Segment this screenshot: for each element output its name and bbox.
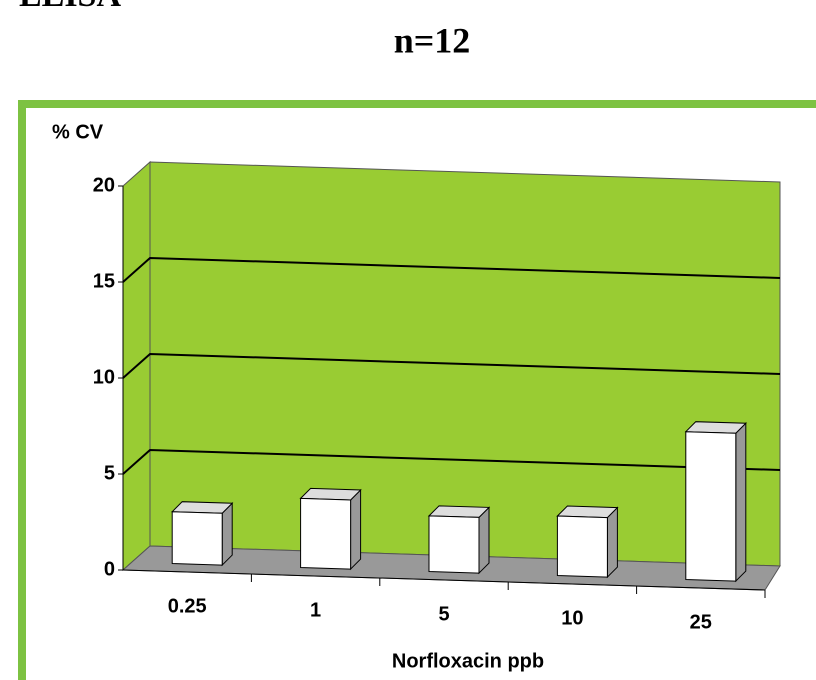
- x-tick-label: 10: [561, 607, 583, 629]
- bar-front: [300, 497, 352, 570]
- bar-side: [350, 488, 362, 571]
- chart-title: ELISA: [19, 0, 121, 14]
- bar-side: [735, 422, 747, 583]
- bar-side: [606, 506, 618, 579]
- bar-side: [221, 502, 233, 567]
- x-tick-label: 5: [438, 603, 449, 625]
- x-axis: [122, 569, 766, 591]
- x-tick-label: 0.25: [168, 595, 207, 617]
- bar: [299, 487, 362, 571]
- bar: [427, 505, 491, 575]
- bar-front: [428, 515, 480, 574]
- bar-front: [171, 511, 223, 566]
- chart-subtitle: n=12: [394, 20, 471, 60]
- y-tick-label: 15: [93, 270, 115, 292]
- y-tick-label: 5: [104, 462, 115, 484]
- grid-line: [122, 448, 781, 475]
- bar-front: [685, 431, 737, 582]
- y-axis-label: % CV: [52, 121, 104, 143]
- grid-line: [122, 256, 781, 283]
- y-tick-label: 10: [93, 366, 115, 388]
- y-tick-label: 20: [93, 174, 115, 196]
- bar: [684, 421, 747, 583]
- frame: [18, 100, 816, 680]
- bar: [556, 505, 619, 579]
- x-tick-label: 1: [310, 599, 321, 621]
- bar: [171, 501, 234, 567]
- x-tick-label: 25: [690, 611, 712, 633]
- bar-front: [556, 515, 608, 578]
- x-axis-label: Norfloxacin ppb: [392, 650, 544, 672]
- y-tick-label: 0: [104, 558, 115, 580]
- grid-line: [122, 352, 781, 379]
- bar-side: [478, 506, 490, 575]
